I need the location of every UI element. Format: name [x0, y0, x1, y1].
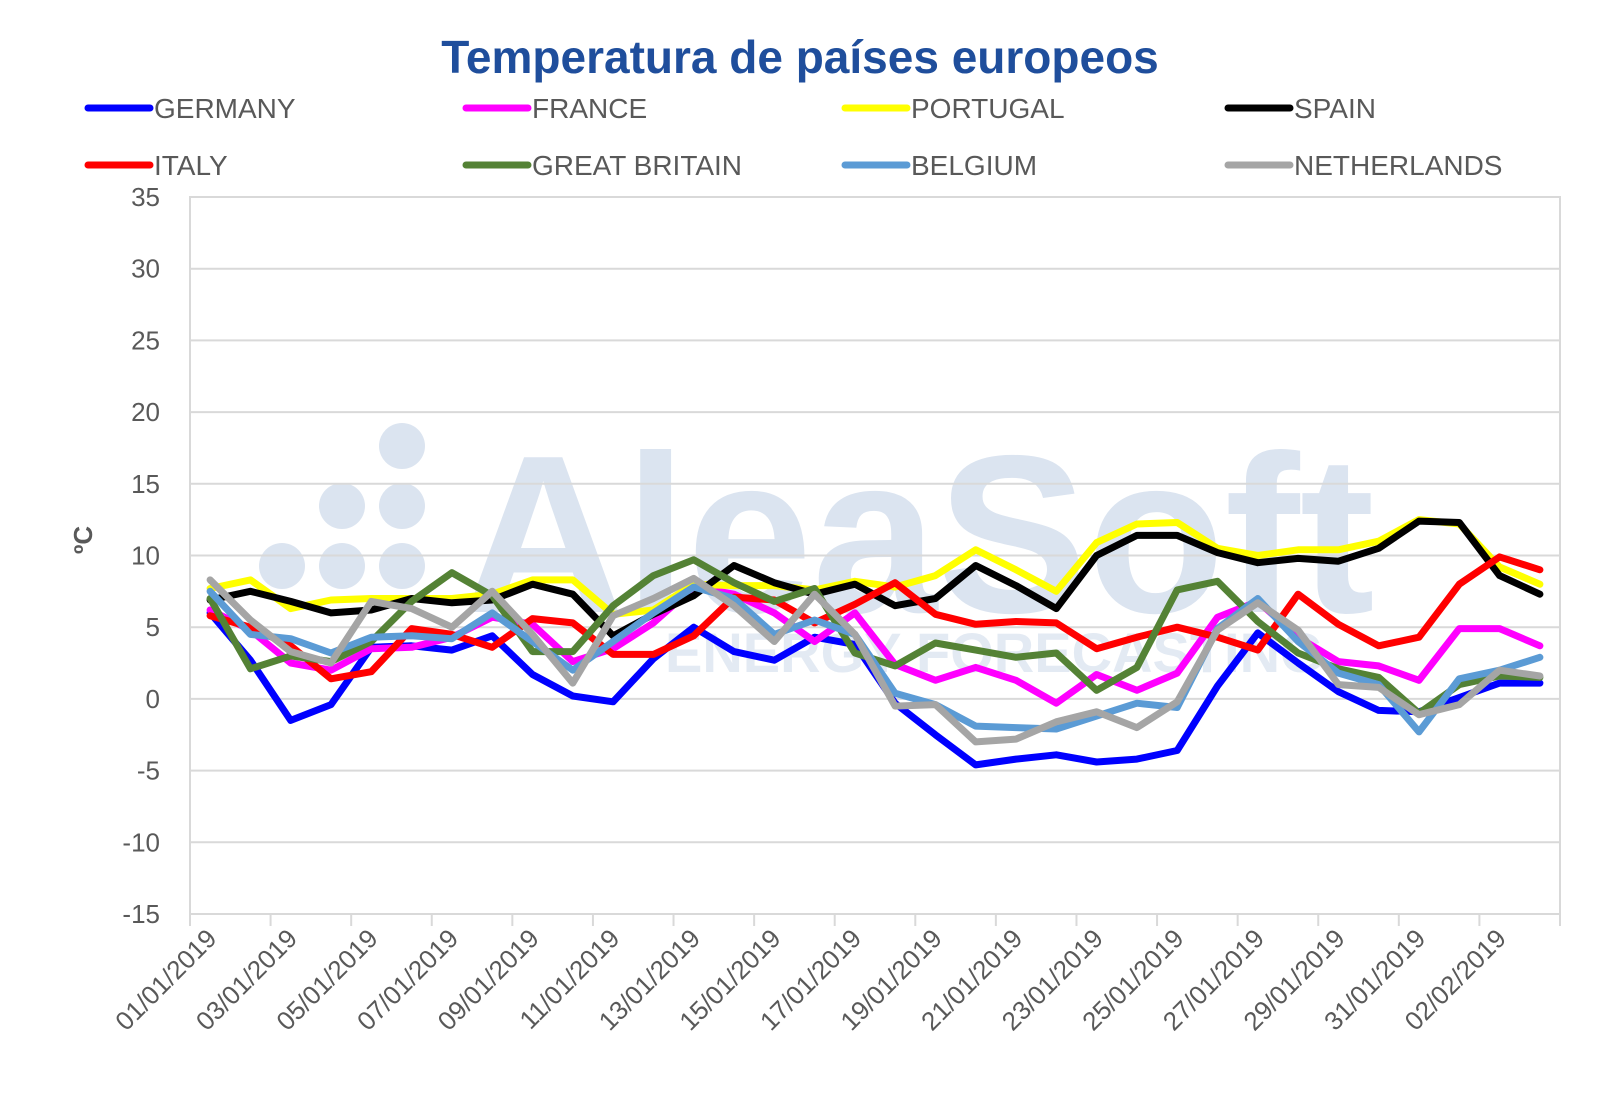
y-tick-label: 10 [131, 541, 160, 571]
chart-series [206, 516, 1544, 769]
y-tick-label: 30 [131, 254, 160, 284]
series-line-netherlands [206, 574, 1544, 746]
watermark-dot [379, 423, 425, 469]
legend-label-italy: ITALY [154, 150, 228, 181]
y-axis-label: ºC [68, 526, 98, 554]
chart-title: Temperatura de países europeos [441, 31, 1159, 83]
legend-label-great-britain: GREAT BRITAIN [532, 150, 742, 181]
legend-label-portugal: PORTUGAL [911, 93, 1065, 124]
chart-grid [189, 196, 1561, 915]
legend-label-france: FRANCE [532, 93, 647, 124]
plot-area-border [189, 196, 1561, 915]
y-tick-label: 5 [146, 612, 160, 642]
y-tick-label: 0 [146, 684, 160, 714]
series-line-italy [206, 553, 1544, 683]
y-tick-label: 35 [131, 182, 160, 212]
y-tick-label: 25 [131, 325, 160, 355]
y-tick-label: -15 [122, 899, 160, 929]
y-tick-label: -10 [122, 827, 160, 857]
legend-label-germany: GERMANY [154, 93, 296, 124]
y-tick-label: -5 [137, 756, 160, 786]
legend-label-spain: SPAIN [1294, 93, 1376, 124]
y-tick-label: 15 [131, 469, 160, 499]
y-axis-ticks: 35 30 25 20 15 10 5 0 -5 -10 -15 [122, 182, 160, 929]
watermark-dot [379, 483, 425, 529]
chart-legend: GERMANY FRANCE PORTUGAL SPAIN ITALY GREAT BRI… [84, 93, 1502, 181]
legend-label-belgium: BELGIUM [911, 150, 1037, 181]
y-tick-label: 20 [131, 397, 160, 427]
watermark-dot [319, 483, 365, 529]
series-line-france [206, 583, 1544, 707]
x-axis-ticks: 01/01/201903/01/201905/01/201907/01/2019… [109, 914, 1561, 1036]
watermark-dot [319, 543, 365, 589]
watermark-dot [259, 543, 305, 589]
legend-label-netherlands: NETHERLANDS [1294, 150, 1502, 181]
watermark-dot [379, 543, 425, 589]
